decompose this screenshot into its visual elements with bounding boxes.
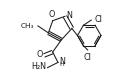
Text: H₂N: H₂N — [31, 62, 46, 71]
Text: H: H — [59, 62, 64, 67]
Text: N: N — [66, 11, 72, 20]
Text: Cl: Cl — [84, 54, 92, 62]
Text: Cl: Cl — [94, 15, 102, 24]
Text: O: O — [49, 10, 55, 19]
Text: CH₃: CH₃ — [21, 23, 34, 29]
Text: O: O — [36, 50, 43, 59]
Text: N: N — [59, 57, 65, 66]
